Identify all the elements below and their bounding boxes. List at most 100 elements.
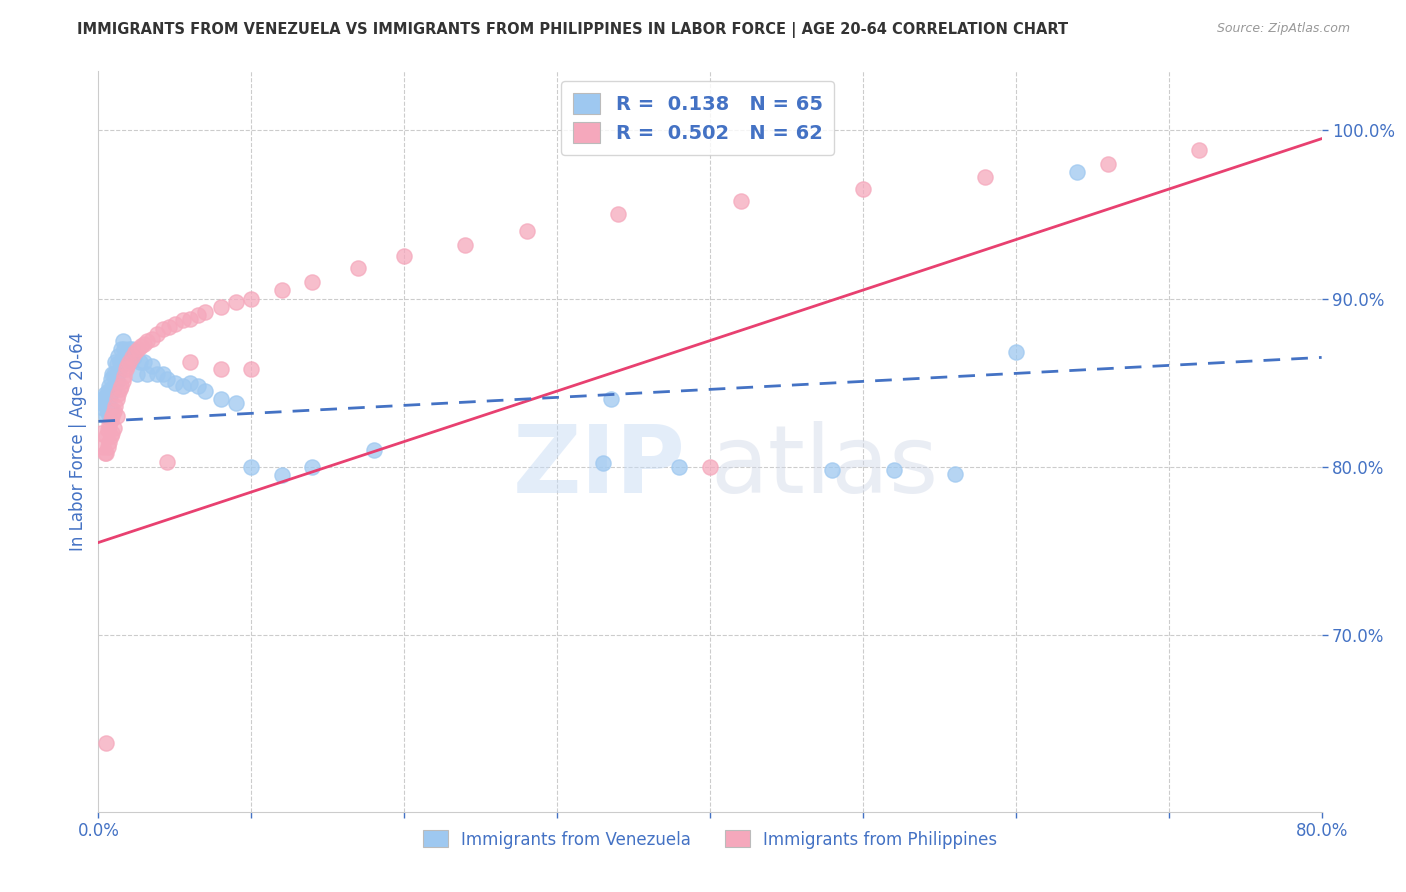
Point [91, 392, 114, 407]
Point [98, 417, 121, 432]
Point [187, 379, 209, 393]
Point [122, 351, 145, 365]
Point [157, 320, 180, 334]
Point [172, 379, 194, 393]
Point [454, 237, 477, 252]
Point [121, 342, 143, 356]
Point [821, 463, 844, 477]
Point [1097, 157, 1119, 171]
Legend: Immigrants from Venezuela, Immigrants from Philippines: Immigrants from Venezuela, Immigrants fr… [416, 823, 1004, 855]
Point [111, 374, 134, 388]
Point [94, 389, 117, 403]
Y-axis label: In Labor Force | Age 20-64: In Labor Force | Age 20-64 [69, 332, 87, 551]
Point [145, 326, 167, 341]
Point [105, 374, 128, 388]
Point [118, 355, 141, 369]
Point [599, 392, 621, 407]
Point [117, 355, 139, 369]
Point [98, 404, 121, 418]
Point [120, 353, 142, 368]
Point [107, 387, 129, 401]
Point [98, 379, 121, 393]
Point [97, 423, 120, 437]
Point [111, 334, 134, 348]
Point [225, 294, 247, 309]
Point [141, 359, 163, 373]
Point [98, 434, 121, 449]
Point [104, 368, 127, 383]
Point [1004, 345, 1026, 359]
Point [100, 372, 122, 386]
Point [392, 249, 416, 264]
Text: IMMIGRANTS FROM VENEZUELA VS IMMIGRANTS FROM PHILIPPINES IN LABOR FORCE | AGE 20: IMMIGRANTS FROM VENEZUELA VS IMMIGRANTS … [77, 22, 1069, 38]
Point [93, 446, 115, 460]
Point [209, 300, 232, 314]
Point [187, 309, 209, 323]
Point [108, 383, 131, 397]
Point [94, 409, 117, 424]
Point [209, 392, 232, 407]
Point [125, 368, 148, 382]
Point [943, 467, 966, 481]
Point [225, 396, 247, 410]
Point [100, 429, 122, 443]
Point [301, 275, 323, 289]
Text: ZIP: ZIP [513, 421, 686, 514]
Point [112, 342, 135, 356]
Point [668, 459, 690, 474]
Point [105, 357, 128, 371]
Point [103, 381, 125, 395]
Point [100, 387, 122, 401]
Point [152, 322, 174, 336]
Point [90, 396, 112, 410]
Point [104, 355, 127, 369]
Point [163, 376, 186, 390]
Point [347, 261, 370, 276]
Point [974, 170, 997, 185]
Point [301, 459, 323, 474]
Point [101, 381, 124, 395]
Point [270, 468, 292, 483]
Point [730, 194, 752, 208]
Point [136, 334, 159, 348]
Point [592, 457, 614, 471]
Point [240, 292, 263, 306]
Point [93, 396, 115, 410]
Point [110, 342, 132, 356]
Point [108, 355, 131, 369]
Point [90, 426, 112, 441]
Point [240, 459, 263, 474]
Point [141, 332, 163, 346]
Point [97, 440, 120, 454]
Point [115, 347, 138, 361]
Point [179, 311, 201, 326]
Point [110, 359, 132, 373]
Point [607, 207, 630, 221]
Point [107, 349, 129, 363]
Text: Source: ZipAtlas.com: Source: ZipAtlas.com [1216, 22, 1350, 36]
Point [100, 412, 122, 426]
Point [156, 455, 179, 469]
Point [107, 366, 129, 380]
Point [179, 355, 201, 369]
Point [136, 368, 159, 382]
Text: atlas: atlas [710, 421, 938, 514]
Point [883, 463, 905, 477]
Point [179, 376, 201, 390]
Point [194, 384, 217, 398]
Point [145, 368, 167, 382]
Point [163, 317, 186, 331]
Point [94, 399, 117, 413]
Point [91, 440, 114, 454]
Point [118, 342, 141, 356]
Point [103, 421, 125, 435]
Point [152, 368, 174, 382]
Point [516, 224, 538, 238]
Point [1188, 144, 1211, 158]
Point [94, 736, 117, 750]
Point [103, 368, 125, 382]
Point [117, 359, 139, 373]
Point [103, 404, 125, 418]
Point [134, 355, 156, 369]
Point [127, 342, 149, 356]
